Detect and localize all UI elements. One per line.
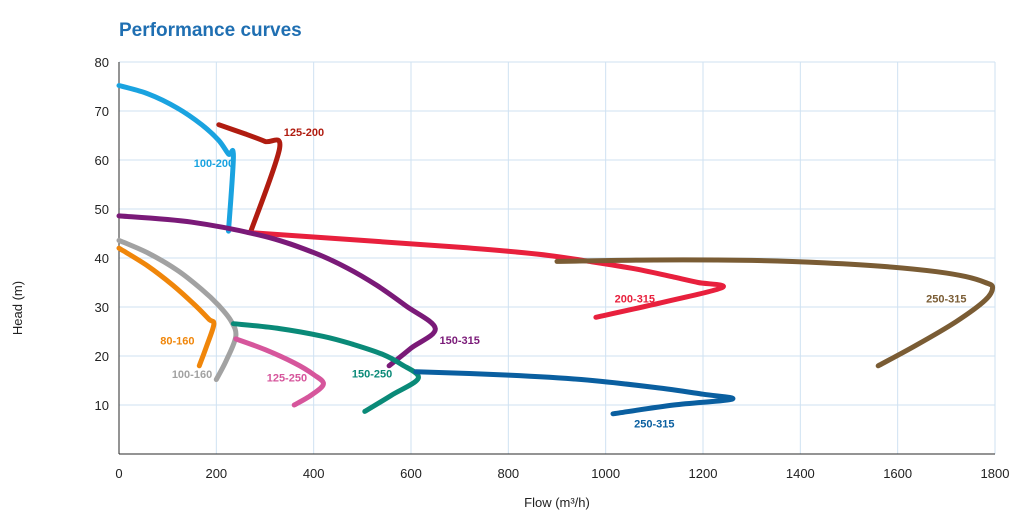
- series-labels: 100-200 125-200 200-315 250-315 150-315 100-1…: [160, 127, 966, 431]
- y-tick-label: 50: [95, 202, 109, 217]
- y-tick-label: 30: [95, 300, 109, 315]
- y-tick-label: 60: [95, 153, 109, 168]
- series-label-250-315: 250-315: [926, 294, 966, 306]
- axes: [118, 62, 995, 455]
- series-label-250-315: 250-315: [634, 419, 674, 431]
- series-line-250-315: [554, 257, 996, 369]
- x-axis-label: Flow (m³/h): [524, 495, 590, 510]
- x-tick-label: 200: [205, 466, 227, 481]
- x-tick-label: 600: [400, 466, 422, 481]
- performance-curves: [116, 83, 996, 417]
- series-line-100-160: [116, 237, 239, 382]
- chart-title: Performance curves: [119, 20, 302, 41]
- series-line-150-250: [230, 321, 421, 414]
- y-tick-label: 40: [95, 251, 109, 266]
- x-tick-label: 1400: [786, 466, 815, 481]
- series-line-150-315: [116, 213, 438, 369]
- series-line-125-200: [216, 122, 283, 235]
- series-line-200-315: [245, 230, 726, 320]
- series-label-80-160: 80-160: [160, 336, 194, 348]
- series-line-100-200: [116, 83, 236, 234]
- tick-labels: 0 200 400 600 800 1000 1200 1400 1600 1800 10 20 30 4…: [95, 55, 1010, 481]
- y-tick-label: 70: [95, 104, 109, 119]
- series-line-250-315: [413, 369, 736, 417]
- series-label-200-315: 200-315: [615, 294, 655, 306]
- series-label-100-160: 100-160: [172, 369, 212, 381]
- series-label-100-200: 100-200: [194, 158, 234, 170]
- y-tick-label: 10: [95, 398, 109, 413]
- series-label-125-250: 125-250: [267, 372, 307, 384]
- x-tick-label: 800: [497, 466, 519, 481]
- x-tick-label: 400: [303, 466, 325, 481]
- x-tick-label: 1000: [591, 466, 620, 481]
- series-label-150-250: 150-250: [352, 369, 392, 381]
- series-label-150-315: 150-315: [439, 335, 479, 347]
- series-line-125-250: [233, 336, 326, 408]
- x-tick-label: 1600: [883, 466, 912, 481]
- y-tick-label: 80: [95, 55, 109, 70]
- grid-lines: [119, 61, 996, 454]
- x-tick-label: 1200: [689, 466, 718, 481]
- y-tick-label: 20: [95, 349, 109, 364]
- x-tick-label: 0: [115, 466, 122, 481]
- series-label-125-200: 125-200: [284, 127, 324, 139]
- series-line-80-160: [116, 245, 217, 369]
- y-axis-label: Head (m): [10, 281, 25, 335]
- x-tick-label: 1800: [981, 466, 1010, 481]
